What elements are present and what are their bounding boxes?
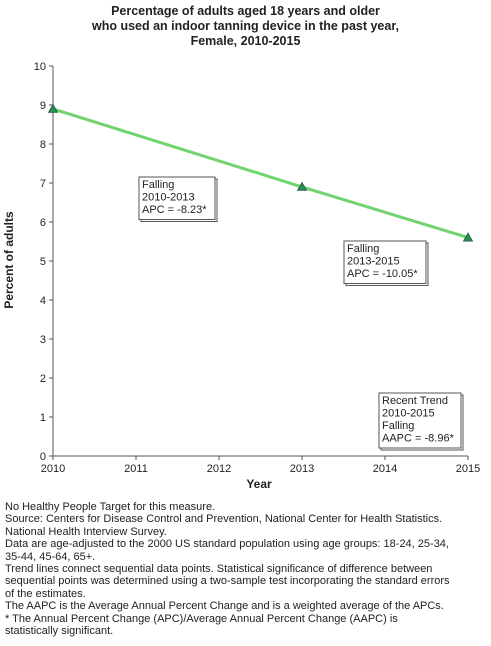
y-axis-ticks: 0 1 2 3 4 5 6 7 8 9 10 xyxy=(34,61,53,463)
annotation-text: Recent Trend xyxy=(382,395,448,407)
footnotes: No Healthy People Target for this measur… xyxy=(5,501,489,637)
footnote-line: Source: Centers for Disease Control and … xyxy=(5,513,443,526)
y-tick-label: 0 xyxy=(40,451,46,463)
annotation-text: APC = -10.05* xyxy=(347,268,418,280)
annotation-text: AAPC = -8.96* xyxy=(382,433,455,445)
x-tick-label: 2010 xyxy=(41,463,65,475)
x-tick-label: 2011 xyxy=(124,463,148,475)
x-axis-ticks: 2010 2011 2012 2013 2014 2015 xyxy=(41,456,480,475)
annotation-text: 2013-2015 xyxy=(347,256,400,268)
series-layer xyxy=(47,103,474,242)
footnote-line: The AAPC is the Average Annual Percent C… xyxy=(5,600,444,613)
footnote-line: * The Annual Percent Change (APC)/Averag… xyxy=(5,612,398,625)
footnote-line: National Health Interview Survey. xyxy=(5,525,167,538)
footnote-line: No Healthy People Target for this measur… xyxy=(5,501,216,513)
data-point-marker xyxy=(47,103,59,113)
trend-line xyxy=(52,107,469,240)
footnote-line: of the estimates. xyxy=(5,587,86,600)
data-point-marker xyxy=(296,181,308,191)
x-tick-label: 2013 xyxy=(290,463,314,475)
footnote-line: sequential points was determined using a… xyxy=(5,575,450,588)
annotation-text: APC = -8.23* xyxy=(142,204,207,216)
footnote-line: 35-44, 45-64, 65+. xyxy=(5,550,96,563)
annotation-frame xyxy=(378,392,462,449)
annotation-text: Falling xyxy=(142,179,174,191)
y-axis-title: Percent of adults xyxy=(2,211,16,309)
y-tick-label: 1 xyxy=(40,412,46,424)
y-tick-label: 4 xyxy=(40,295,46,307)
x-tick-label: 2015 xyxy=(456,463,480,475)
annotation-text: 2010-2015 xyxy=(382,408,435,420)
y-tick-label: 2 xyxy=(40,373,46,385)
chart-title: Percentage of adults aged 18 years and o… xyxy=(0,4,491,49)
annotation-text: 2010-2013 xyxy=(142,192,195,204)
y-tick-label: 6 xyxy=(40,217,46,229)
footnote-line: statistically significant. xyxy=(5,625,114,638)
y-tick-label: 10 xyxy=(34,61,46,73)
y-tick-label: 5 xyxy=(40,256,46,268)
annotation-text: Falling xyxy=(347,243,379,255)
chart-title-line-2: who used an indoor tanning device in the… xyxy=(91,19,399,33)
chart-title-line-3: Female, 2010-2015 xyxy=(190,34,301,48)
annotation-frame xyxy=(138,176,216,220)
data-point-marker xyxy=(462,232,474,242)
y-tick-label: 9 xyxy=(40,100,46,112)
footnote-line: Data are age-adjusted to the 2000 US sta… xyxy=(5,538,449,551)
annotation-frame xyxy=(343,240,427,284)
y-tick-label: 8 xyxy=(40,139,46,151)
y-tick-label: 3 xyxy=(40,334,46,346)
x-tick-label: 2012 xyxy=(207,463,231,475)
annotation-text: Falling xyxy=(382,420,414,432)
x-axis-title: Year xyxy=(246,477,272,491)
line-chart: 2010 2011 2012 2013 2014 2015 0 1 2 3 4 5 6 7 8 9 10 Ye… xyxy=(2,61,480,491)
chart-title-line-1: Percentage of adults aged 18 years and o… xyxy=(111,4,380,18)
footnote-line: Trend lines connect sequential data poin… xyxy=(5,563,433,576)
x-tick-label: 2014 xyxy=(373,463,397,475)
y-tick-label: 7 xyxy=(40,178,46,190)
